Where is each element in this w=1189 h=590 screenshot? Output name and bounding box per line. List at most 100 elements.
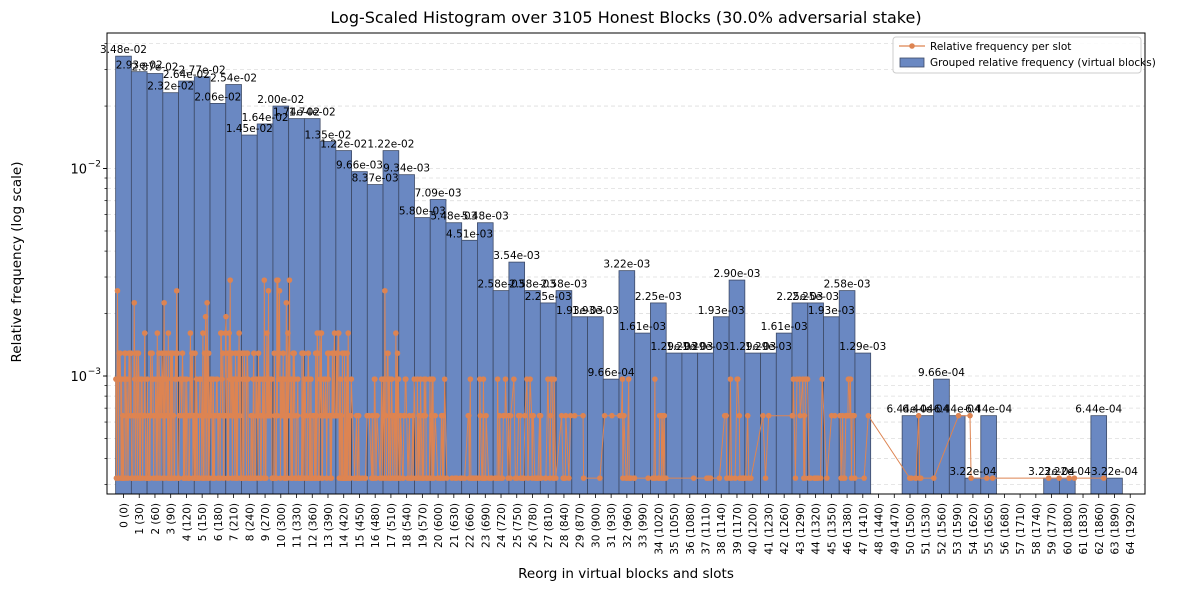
bar-value-label: 2.32e-02 [147, 81, 194, 93]
slot-point [400, 475, 407, 481]
bar-value-label: 6.44e-04 [965, 404, 1012, 416]
x-tick-label: 15 (450) [354, 503, 366, 548]
slot-point [347, 412, 354, 419]
slot-point [236, 330, 242, 336]
x-tick-label: 39 (1170) [732, 503, 744, 555]
slot-point [841, 475, 848, 481]
slot-point [723, 412, 730, 419]
slot-point [383, 412, 389, 419]
slot-point [430, 475, 437, 481]
slot-point [218, 330, 225, 336]
x-tick-label: 25 (750) [512, 503, 524, 548]
slot-point [170, 412, 177, 419]
slot-point [200, 330, 206, 336]
bar-value-label: 2.00e-02 [257, 94, 304, 106]
slot-point [244, 350, 251, 357]
slot-point [645, 475, 651, 481]
x-tick-label: 44 (1320) [811, 503, 823, 555]
plot-frame [106, 32, 1146, 495]
bar-value-label: 1.61e-03 [619, 321, 666, 333]
x-tick-label: 1 (30) [134, 503, 146, 535]
slot-point [337, 376, 344, 382]
slot-point [271, 350, 278, 357]
slot-point [355, 412, 362, 419]
bar-value-label: 2.25e-03 [776, 291, 823, 303]
slot-point [955, 412, 962, 419]
slot-point [131, 299, 138, 306]
slot-point [372, 376, 378, 382]
slot-point [967, 412, 973, 419]
slot-point [163, 350, 170, 357]
bar-value-label: 1.29e-03 [651, 341, 698, 353]
slot-point [300, 350, 307, 357]
slot-point [499, 475, 506, 481]
slot-point [507, 412, 514, 419]
bar [1059, 477, 1076, 495]
slot-point [204, 299, 210, 306]
slot-point [538, 475, 544, 481]
x-tick-label: 10 (300) [276, 503, 288, 548]
bar [681, 352, 699, 495]
slot-point [744, 412, 751, 419]
slot-point [461, 475, 468, 481]
slot-point [192, 350, 198, 357]
slot-point [174, 350, 181, 357]
bar [602, 378, 620, 495]
bar-value-label: 5.48e-03 [430, 211, 477, 223]
slot-point [507, 475, 513, 481]
slot-point [409, 412, 416, 419]
x-axis: 0 (0) 1 (30) 2 (60) 3 (90) 4 (120) 5 (150) 6 (… [119, 494, 1137, 555]
x-tick-label: 55 (1650) [984, 503, 996, 555]
slot-point [748, 475, 754, 481]
slot-point [465, 412, 472, 419]
x-tick-label: 56 (1680) [999, 503, 1011, 555]
y-tick-exponent: −2 [88, 160, 101, 170]
slot-point [164, 376, 171, 382]
slot-point [441, 376, 448, 382]
slot-point [285, 330, 291, 336]
slot-point [248, 412, 255, 419]
slot-point [430, 376, 436, 382]
bar [1106, 477, 1123, 495]
bar-value-label: 4.51e-03 [446, 228, 493, 240]
slot-point [619, 376, 626, 382]
slot-point [128, 350, 134, 357]
slot-point [762, 475, 769, 481]
legend: Relative frequency per slot Grouped relat… [892, 36, 1156, 74]
slot-point [567, 412, 574, 419]
slot-point [161, 299, 167, 306]
slot-point [214, 376, 220, 382]
bar [854, 352, 872, 495]
slot-point [343, 376, 349, 382]
bar-value-label: 1.29e-03 [839, 341, 886, 353]
slot-point [580, 475, 587, 481]
slot-point [201, 350, 208, 357]
x-tick-label: 12 (360) [307, 503, 319, 548]
x-tick-label: 21 (630) [449, 503, 461, 548]
slot-point [1100, 475, 1107, 481]
bar-value-label: 9.66e-04 [918, 367, 965, 379]
slot-point [308, 376, 314, 382]
x-tick-label: 16 (480) [370, 503, 382, 548]
slot-point [1056, 475, 1062, 481]
slot-point [477, 412, 484, 419]
slot-point [226, 330, 232, 336]
slot-point [601, 412, 608, 419]
bar-value-label: 1.29e-03 [682, 341, 729, 353]
y-tick-label: 10 [70, 163, 87, 178]
y-axis: 10−310−2 [70, 43, 107, 485]
x-tick-label: 9 (270) [260, 503, 272, 541]
legend-bar-swatch [899, 57, 925, 68]
slot-point [727, 376, 734, 382]
bar [917, 415, 934, 495]
slot-point [165, 330, 172, 336]
x-tick-label: 22 (660) [465, 503, 477, 548]
slot-point [159, 350, 165, 357]
chart-title: Log-Scaled Histogram over 3105 Honest Bl… [330, 8, 921, 27]
slot-point [223, 313, 229, 320]
x-tick-label: 29 (870) [575, 503, 587, 548]
slot-point [286, 277, 293, 283]
slot-point [194, 412, 200, 419]
slot-point [345, 330, 351, 336]
